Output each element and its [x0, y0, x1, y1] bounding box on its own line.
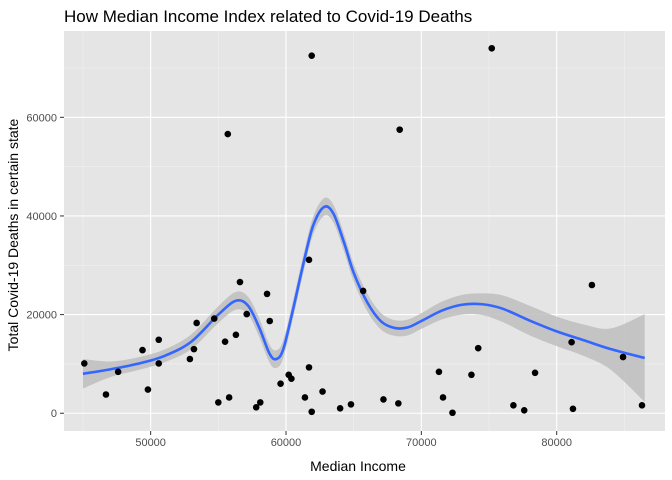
data-point [215, 399, 222, 406]
data-point [619, 353, 627, 361]
data-point [224, 130, 232, 138]
data-point [336, 405, 344, 412]
data-point [435, 368, 443, 376]
data-point [193, 319, 200, 327]
data-point [81, 360, 88, 367]
data-point [531, 369, 539, 377]
data-point [569, 405, 577, 413]
data-point [210, 315, 218, 322]
data-point [252, 404, 260, 411]
smooth-trend-line [82, 205, 646, 376]
y-tick-label: 0 [51, 408, 57, 420]
data-point [243, 310, 251, 318]
data-point [256, 399, 264, 406]
data-point [139, 346, 146, 354]
data-point [301, 394, 309, 401]
plot-panel [64, 31, 665, 431]
data-point [520, 406, 528, 414]
data-point [102, 391, 110, 398]
x-tick-label: 80000 [541, 437, 572, 449]
data-point [449, 409, 456, 417]
data-point [474, 344, 482, 352]
data-point [305, 256, 313, 264]
x-tick-label: 50000 [135, 437, 166, 449]
data-point [380, 396, 387, 403]
confidence-ribbon [82, 197, 645, 402]
y-tick-label: 20000 [26, 310, 57, 322]
data-point [225, 394, 233, 401]
x-axis-title: Median Income [310, 458, 406, 474]
y-tick-label: 40000 [26, 211, 57, 223]
data-point [638, 402, 646, 409]
y-axis-ticks: 0 20000 40000 60000 [26, 112, 64, 420]
y-axis-title: Total Covid-19 Deaths in certain state [5, 118, 21, 351]
chart-title: How Median Income Index related to Covid… [64, 7, 472, 26]
data-point [190, 345, 198, 353]
data-point [359, 287, 367, 295]
x-axis-ticks: 50000 60000 70000 80000 [135, 431, 572, 449]
data-point [236, 278, 244, 286]
data-point [266, 317, 274, 325]
data-point [144, 386, 152, 393]
data-point [510, 402, 517, 409]
data-point [186, 355, 194, 363]
x-tick-label: 70000 [406, 437, 437, 449]
minor-gridlines [64, 31, 665, 431]
x-tick-label: 60000 [271, 437, 302, 449]
data-point [488, 44, 496, 52]
data-point [155, 360, 163, 367]
data-point [396, 126, 403, 133]
data-point [305, 364, 313, 371]
data-point [155, 336, 163, 344]
data-point [232, 331, 240, 339]
data-point [319, 388, 326, 395]
data-point [468, 371, 475, 379]
data-point [277, 380, 284, 387]
data-point [347, 401, 355, 408]
data-points [81, 44, 646, 417]
data-point [568, 338, 575, 346]
data-point [114, 368, 122, 376]
data-point [439, 394, 447, 401]
data-point [308, 52, 316, 59]
data-point [588, 281, 596, 289]
y-tick-label: 60000 [26, 112, 57, 124]
data-point [395, 400, 402, 407]
data-point [308, 408, 316, 416]
data-point [221, 338, 229, 346]
data-point [288, 375, 295, 383]
major-gridlines [64, 31, 665, 431]
data-point [263, 290, 271, 298]
